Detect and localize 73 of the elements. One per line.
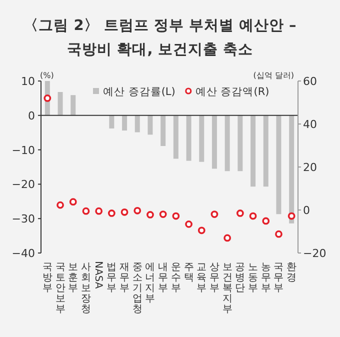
bar <box>199 115 204 162</box>
bar <box>263 115 268 187</box>
point <box>224 234 232 242</box>
y-tick-label: 10 <box>21 75 35 88</box>
point <box>108 210 116 217</box>
bar <box>160 115 166 146</box>
bar <box>148 115 153 135</box>
y-tick-label: 0 <box>28 109 35 122</box>
chart-title: 〈그림 2〉 트럼프 정부 부처별 예산안 – 국방비 확대, 보건지출 축소 <box>24 17 296 58</box>
point <box>69 198 77 206</box>
x-tick-label: 국토안보부 <box>55 262 66 315</box>
x-tick-label: 중소기업청 <box>132 262 142 315</box>
x-tick-label: 운수부 <box>170 262 181 294</box>
point <box>262 217 270 225</box>
bar <box>224 115 230 172</box>
y-tick-label: −30 <box>12 212 35 226</box>
point <box>95 207 103 215</box>
bar <box>289 115 294 224</box>
x-tick-label: 공병단 <box>235 262 246 294</box>
x-tick-label: 법무부 <box>106 262 117 294</box>
bar <box>186 115 192 161</box>
bar <box>70 95 76 116</box>
point <box>44 94 52 102</box>
bar <box>276 115 282 214</box>
point <box>198 226 206 234</box>
point <box>134 206 142 214</box>
legend-label: 예산 증감률(L) <box>103 86 176 98</box>
y2-tick-label: 20 <box>303 161 317 174</box>
y2-tick-label: 40 <box>303 118 317 131</box>
bar <box>212 115 217 169</box>
x-tick-label: 내무부 <box>158 262 168 294</box>
point <box>146 211 154 218</box>
y-tick-label: −20 <box>12 178 35 192</box>
point <box>120 208 128 216</box>
bar <box>134 115 140 132</box>
x-tick-label: 환경 <box>286 262 297 284</box>
y2-tick-label: −20 <box>303 247 326 260</box>
point <box>185 220 192 228</box>
bar <box>122 115 128 131</box>
x-tick-label: 상무부 <box>209 262 220 294</box>
point <box>172 212 180 220</box>
x-tick-label: 주택 <box>184 262 194 284</box>
bar <box>109 115 114 128</box>
x-tick-label: 보건복지부 <box>222 262 232 315</box>
x-tick-label: 사회보장청 <box>80 262 91 315</box>
legend-label: 예산 증감액(R) <box>195 86 270 98</box>
point <box>249 212 257 220</box>
y-axis-title: (%) <box>40 71 54 80</box>
y2-tick-label: 0 <box>303 204 310 217</box>
x-tick-label: 노동부 <box>248 262 258 294</box>
point <box>236 210 244 217</box>
x-tick-label: NASA <box>92 261 104 289</box>
bar <box>250 115 256 187</box>
x-tick-label: 재무부 <box>120 262 130 294</box>
y-tick-label: −40 <box>12 247 35 260</box>
x-tick-label: 국방부 <box>42 262 52 294</box>
point <box>210 210 218 218</box>
y2-axis-title: (십억 달러) <box>253 71 294 80</box>
point <box>275 230 282 238</box>
point <box>288 212 296 220</box>
point <box>56 201 64 209</box>
point <box>82 207 90 215</box>
x-tick-label: 교육부 <box>196 262 207 294</box>
x-tick-label: 에너지부 <box>145 262 156 304</box>
y-tick-label: −10 <box>12 144 35 157</box>
x-tick-label: 국무부 <box>274 262 284 294</box>
bar <box>58 92 63 116</box>
bar <box>238 115 243 172</box>
y2-tick-label: 60 <box>303 75 317 88</box>
x-tick-label: 보훈부 <box>68 262 78 294</box>
point <box>159 210 167 218</box>
bar <box>173 115 178 159</box>
x-tick-label: 농무부 <box>260 262 271 294</box>
